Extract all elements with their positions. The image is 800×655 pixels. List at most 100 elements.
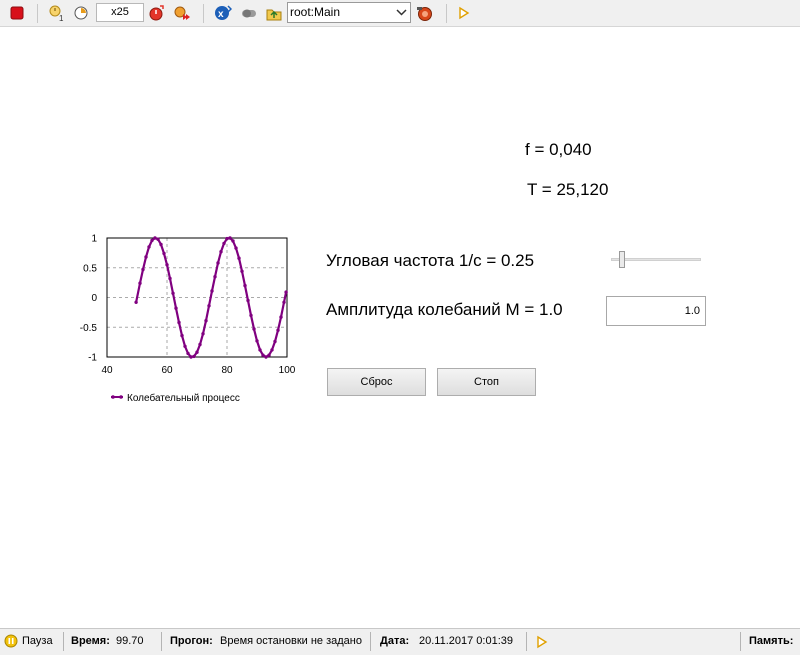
data-point [174,306,178,310]
data-point [282,300,286,304]
x-tick-label: 100 [279,365,296,376]
data-point [192,354,196,359]
memory-label: Память: [749,635,794,647]
status-divider [740,632,741,651]
data-point [177,320,181,325]
svg-text:1: 1 [59,14,64,22]
data-point [134,300,138,304]
oscillation-chart: 40 60 80 100 1 0.5 0 -0.5 -1 Колебательный проце… [80,234,296,405]
period-readout: T = 25,120 [527,180,609,199]
data-point [258,348,262,352]
data-point [207,304,211,308]
data-point [225,236,229,241]
data-point [144,255,148,259]
plot-area [106,237,288,358]
angular-frequency-slider[interactable] [611,258,701,261]
status-bar: Пауза Время: 99.70 Прогон: Время останов… [0,628,800,655]
data-point [231,239,235,243]
time-label: Время: [71,635,110,647]
run-label: Прогон: [170,635,213,647]
data-point [180,333,184,338]
run-until-icon[interactable]: 1 [48,4,66,23]
data-point [162,251,166,256]
status-divider [161,632,162,651]
data-point [219,250,223,254]
status-divider [370,632,371,651]
y-tick-label: -0.5 [80,323,97,334]
angular-frequency-label: Угловая частота 1/с = 0.25 [326,251,535,270]
data-point [168,276,172,281]
data-point [264,355,268,359]
data-point [213,275,217,279]
pause-icon [4,634,18,651]
slider-thumb[interactable] [619,251,626,268]
play-icon[interactable] [536,635,548,652]
legend-label: Колебательный процесс [127,392,240,404]
data-point [210,289,214,293]
data-point [228,236,232,240]
x-tick-label: 60 [161,365,173,376]
data-point [195,350,199,354]
data-point [216,261,220,265]
camera-icon[interactable] [415,4,433,22]
date-label: Дата: [380,635,410,647]
toolbar-divider [37,4,38,23]
amplitude-input[interactable]: 1.0 [606,296,706,326]
data-point [159,242,163,247]
run-state: Пауза [22,635,53,647]
data-point [171,291,175,295]
stop-button[interactable]: Стоп [437,368,536,396]
y-tick-label: 0 [91,293,97,304]
toolbar-divider [446,4,447,23]
play-icon[interactable] [455,4,473,22]
amplitude-label: Амплитуда колебаний М = 1.0 [326,300,563,319]
data-point [147,245,151,249]
toolbar: 1 x25 x root:Main [0,0,800,27]
chart-legend: Колебательный процесс [111,392,240,404]
speed-up-icon[interactable] [148,4,166,22]
data-point [237,256,241,260]
agent-select-value: root:Main [290,5,341,19]
frequency-readout: f = 0,040 [525,140,592,159]
data-point [189,355,193,359]
data-point [186,351,190,356]
agent-select[interactable]: root:Main [287,2,411,23]
data-point [249,313,253,318]
data-point [267,353,271,357]
data-point [141,267,145,272]
x-tick-label: 80 [221,365,233,376]
data-point [198,342,202,347]
data-point [222,241,226,246]
data-point [276,328,280,332]
toolbar-divider [203,4,204,23]
data-point [156,237,160,241]
data-point [153,236,157,240]
data-point [284,290,288,294]
date-value: 20.11.2017 0:01:39 [419,635,513,647]
step-icon[interactable] [72,4,90,22]
data-point [246,298,250,303]
run-fast-icon[interactable] [173,4,191,22]
data-point [243,283,247,288]
y-tick-label: 0.5 [83,263,97,274]
run-value: Время остановки не задано [220,635,362,647]
data-point [261,353,265,357]
chart-grid [107,238,287,357]
data-point [234,246,238,250]
navigate-to-agent-icon[interactable]: x [214,4,233,22]
data-point [279,315,283,319]
stop-icon[interactable] [8,4,26,22]
data-point [204,319,208,323]
x-tick-label: 40 [101,365,113,376]
data-point [201,332,205,336]
speed-display: x25 [96,3,144,22]
svg-text:x: x [218,9,224,20]
data-point [183,344,187,348]
data-point [270,348,274,352]
up-level-icon[interactable] [265,4,283,22]
data-point [138,281,142,285]
toggle-icon[interactable] [240,4,258,22]
data-point [150,238,154,243]
reset-button[interactable]: Сброс [327,368,426,396]
chevron-down-icon[interactable] [394,4,409,21]
